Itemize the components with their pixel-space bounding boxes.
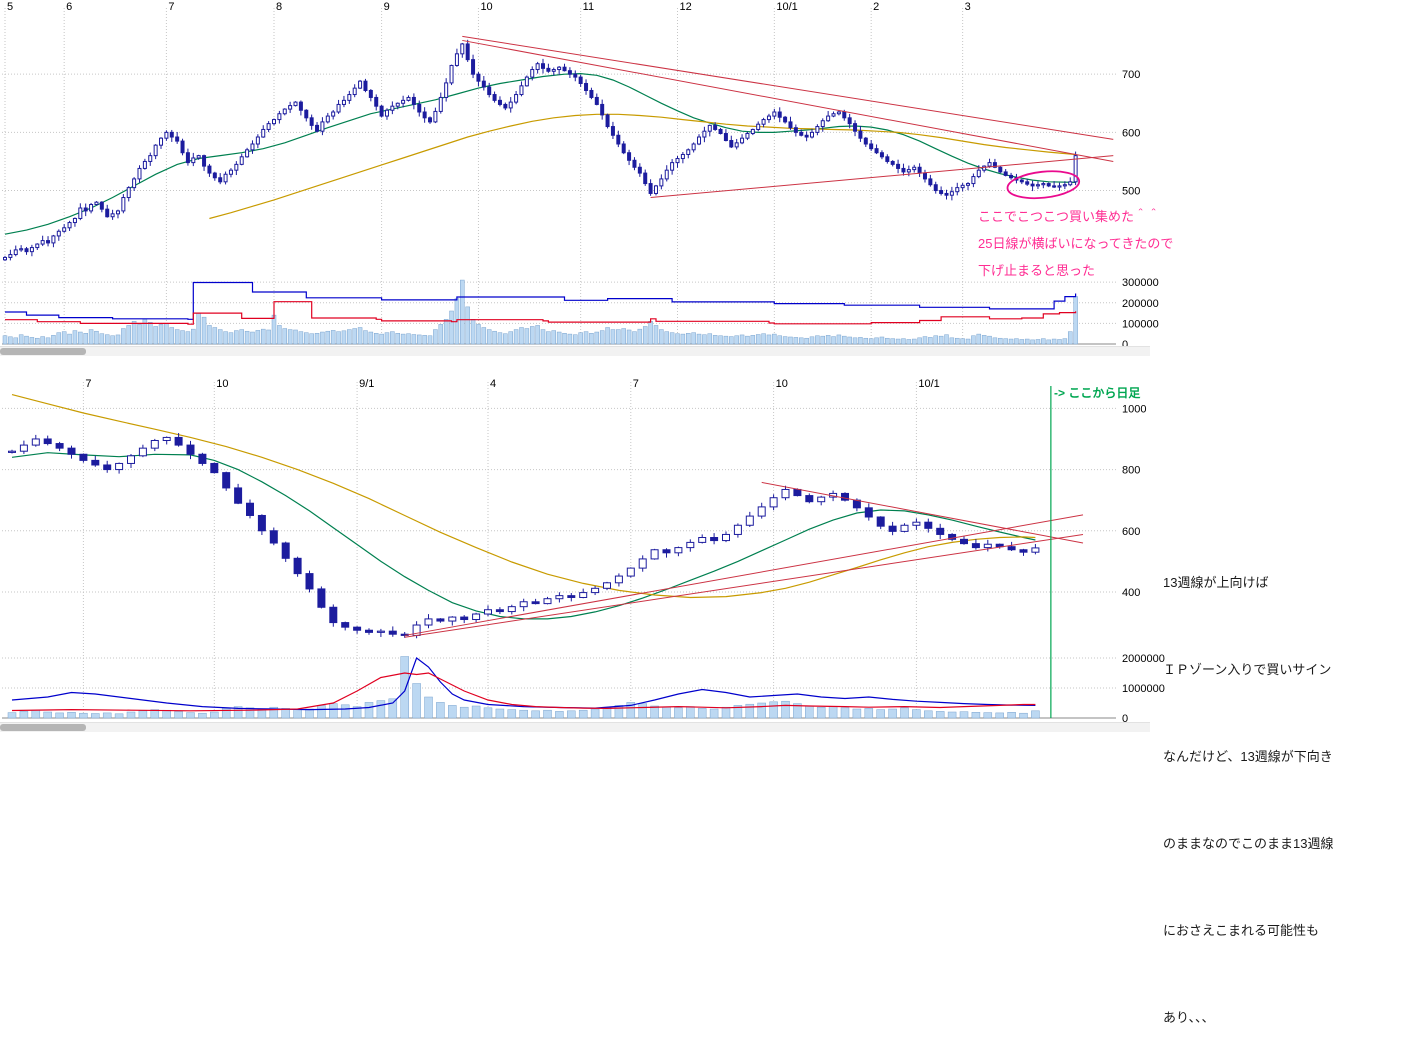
side-note-line: 13週線が上向けば: [1163, 575, 1269, 590]
side-note-line: なんだけど、13週線が下向き: [1163, 749, 1333, 764]
note-pink-line-3: 下げ止まると思った: [978, 263, 1096, 278]
svg-text:700: 700: [1122, 69, 1140, 81]
svg-text:3: 3: [965, 1, 971, 13]
svg-text:9: 9: [384, 1, 390, 13]
volume-bars: [2, 279, 1078, 345]
weekly-scrollbar-track[interactable]: [0, 722, 1150, 732]
svg-text:7: 7: [85, 378, 91, 390]
svg-text:8: 8: [276, 1, 282, 13]
moving-average-lines: [11, 394, 1036, 620]
svg-text:10: 10: [776, 378, 788, 390]
svg-text:10/1: 10/1: [776, 1, 797, 13]
svg-text:1000: 1000: [1122, 403, 1146, 415]
svg-text:9/1: 9/1: [359, 378, 374, 390]
candlesticks: [3, 39, 1078, 261]
side-note-line: におさえこまれる可能性も: [1163, 923, 1320, 938]
daily-candlestick-chart[interactable]: 5 6 7 8 9 10 11 12 10/1 2 3 700 600 500 300000 200000 10…: [0, 0, 1160, 358]
svg-text:10: 10: [216, 378, 228, 390]
highlight-ellipse: [1006, 170, 1081, 200]
svg-text:2000000: 2000000: [1122, 653, 1165, 665]
svg-text:0: 0: [1122, 339, 1128, 351]
svg-text:6: 6: [66, 1, 72, 13]
trend-lines: [404, 481, 1084, 638]
svg-text:11: 11: [583, 1, 594, 13]
svg-text:200000: 200000: [1122, 298, 1159, 310]
svg-text:2: 2: [873, 1, 879, 13]
svg-text:7: 7: [633, 378, 639, 390]
axis-labels: 7 10 9/1 4 7 10 10/1 1000 800 600 400 2000000 100000…: [85, 378, 1164, 725]
side-note-line: あり、、、: [1163, 1010, 1215, 1025]
weekly-chart-panel: 7 10 9/1 4 7 10 10/1 1000 800 600 400 2000000 100000…: [0, 378, 1165, 740]
svg-text:100000: 100000: [1122, 318, 1159, 330]
side-note-block: 13週線が上向けば ＩＰゾーン入りで買いサイン なんだけど、13週線が下向き の…: [1163, 510, 1333, 1061]
weekly-scrollbar-thumb[interactable]: [0, 724, 86, 731]
axis-labels: 5 6 7 8 9 10 11 12 10/1 2 3 700 600 500 300000 200000 10…: [7, 1, 1159, 351]
trend-lines: [462, 35, 1114, 199]
moving-average-lines: [4, 72, 1076, 235]
svg-text:600: 600: [1122, 526, 1140, 538]
svg-text:7: 7: [168, 1, 174, 13]
svg-text:10: 10: [480, 1, 492, 13]
svg-text:12: 12: [680, 1, 692, 13]
svg-text:10/1: 10/1: [918, 378, 939, 390]
daily-scrollbar-thumb[interactable]: [0, 348, 86, 355]
note-pink-line-2: 25日線が横ばいになってきたので: [978, 236, 1174, 251]
side-note-line: ＩＰゾーン入りで買いサイン: [1163, 662, 1332, 677]
volume-overlay-lines: [5, 281, 1077, 325]
svg-text:500: 500: [1122, 186, 1140, 198]
svg-text:1000000: 1000000: [1122, 683, 1165, 695]
svg-text:300000: 300000: [1122, 277, 1159, 289]
volume-bars: [7, 656, 1040, 719]
side-note-line: のままなのでこのまま13週線: [1163, 836, 1334, 851]
volume-overlay-lines: [11, 657, 1036, 712]
weekly-candlestick-chart[interactable]: 7 10 9/1 4 7 10 10/1 1000 800 600 400 2000000 100000…: [0, 378, 1165, 740]
note-daily-from-here: -> ここから日足: [1054, 386, 1141, 400]
daily-chart-panel: 5 6 7 8 9 10 11 12 10/1 2 3 700 600 500 300000 200000 10…: [0, 0, 1160, 358]
svg-text:400: 400: [1122, 587, 1140, 599]
svg-text:4: 4: [490, 378, 496, 390]
candlesticks: [8, 433, 1040, 639]
svg-text:5: 5: [7, 1, 13, 13]
note-pink-line-1: ここでこつこつ買い集めた＾＾: [978, 209, 1161, 224]
daily-scrollbar-track[interactable]: [0, 346, 1150, 356]
svg-text:0: 0: [1122, 713, 1128, 725]
svg-text:800: 800: [1122, 465, 1140, 477]
svg-text:600: 600: [1122, 127, 1140, 139]
